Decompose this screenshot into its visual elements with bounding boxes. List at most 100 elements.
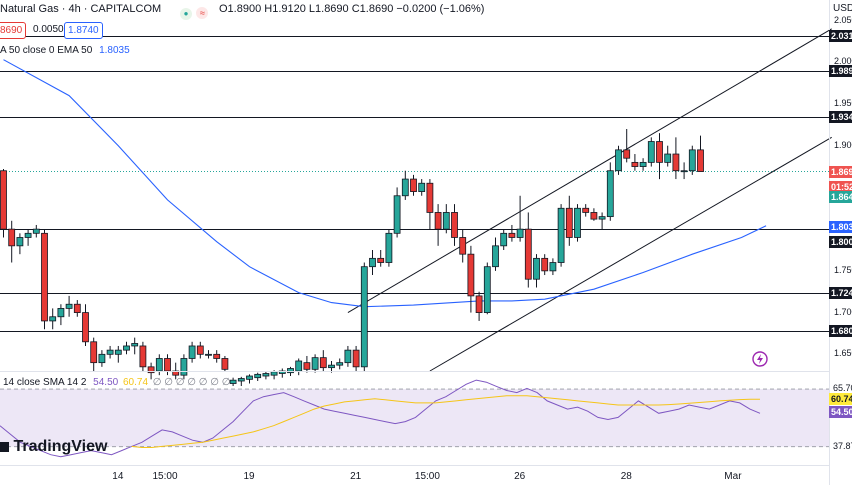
candle [557,204,565,267]
candle-body [688,149,696,172]
candle [221,355,229,371]
candle [336,358,344,370]
tradingview-logo[interactable]: TradingView [0,438,107,460]
candle-body [270,371,278,376]
ema-legend[interactable]: A 50 close 0 EMA 50 1.8035 [0,45,130,56]
lines-icon[interactable]: ≈ [196,7,209,19]
candle-body [98,353,106,364]
symbol-title[interactable]: Natural Gas · 4h · CAPITALCOM [0,3,162,15]
price-tick-label: 2.000 [834,56,852,67]
candle [434,204,442,246]
time-axis-label: 21 [350,471,362,482]
tradingview-logo-text: TradingView [13,438,108,455]
sell-price-button[interactable]: 8690 [0,22,27,39]
candle-body [672,153,680,172]
candle [213,350,221,363]
time-axis-label: 26 [514,471,526,482]
candle [639,158,647,171]
eye-icon[interactable]: ● [180,8,192,20]
candle-body [24,232,32,238]
rsi-tick-label: 65.70 [833,383,852,394]
candle [377,250,385,267]
candle [442,204,450,234]
candle-body [213,353,221,359]
price-tag[interactable]: 1.869 [829,165,852,178]
candle-body [393,195,401,234]
candle [237,376,245,387]
candle-body [369,257,376,268]
trend-channel-upper [347,28,832,314]
candle [41,229,48,330]
candle [615,145,622,175]
rsi-legend-value: 54.50 [93,377,119,388]
currency-label[interactable]: USD [833,3,852,14]
price-tag[interactable]: 1.864 [829,191,852,204]
candle [426,179,434,230]
candle-body [516,228,524,238]
rsi-legend[interactable]: 14 close SMA 14 2 54.50 60.74 ∅ ∅ ∅ ∅ ∅ … [3,377,230,388]
price-tag[interactable]: 1.934 [829,111,852,124]
rsi-tag[interactable]: 54.50 [829,406,852,419]
candle-body [533,257,540,280]
price-tick-label: 1.750 [834,264,852,275]
candle-body [410,178,417,192]
candle [410,174,417,196]
candle-body [418,182,426,192]
candle [90,337,98,371]
rsi-tag[interactable]: 60.74 [829,393,852,406]
candle-body [32,228,40,234]
candle-body [623,149,631,159]
candle [631,154,639,171]
candle [114,345,122,363]
rsi-legend-empty-values: ∅ ∅ ∅ ∅ ∅ ∅ ∅ [152,377,231,388]
candle-body [41,232,48,322]
candle [418,179,426,196]
ema-legend-label: A 50 close 0 EMA 50 [0,45,93,56]
candle [188,341,196,363]
price-tag[interactable]: 01:52 [829,180,852,193]
price-tag[interactable]: 1.680 [829,324,852,337]
candle-body [680,170,688,173]
candle-body [123,345,130,351]
candle [565,195,573,246]
candle [451,204,458,246]
candle-body [319,357,327,369]
candle [664,145,672,167]
candle [106,345,114,359]
price-tag[interactable]: 1.724 [829,286,852,299]
price-tick-label: 1.900 [834,139,852,150]
candle-body [229,379,237,384]
candle [155,354,163,376]
candle-body [0,170,7,230]
candle [623,129,631,163]
candle-body [492,245,499,268]
candle-body [139,345,147,368]
price-tag[interactable]: 2.031 [829,30,852,43]
candle-body [57,308,65,318]
candle-body [295,360,303,372]
candle-body [352,349,360,368]
candle-body [254,373,262,379]
candle-body [360,266,368,368]
candle-body [82,312,89,343]
candle-body [246,375,253,380]
rsi-tick-label: 37.87 [833,440,852,451]
ohlc-values: O1.8900 H1.9120 L1.8690 C1.8690 −0.0200 … [219,3,485,15]
price-tick-label: 1.950 [834,97,852,108]
candle-body [303,362,311,370]
candle [344,345,352,367]
flash-icon[interactable] [752,351,768,367]
candle-body [475,295,483,313]
candle [229,377,237,387]
candle-body [180,358,188,376]
candle [278,368,286,378]
price-tag[interactable]: 1.803 [829,220,852,233]
candle-body [451,212,458,238]
price-tag[interactable]: 1.800 [829,235,852,248]
candle-body [188,345,196,359]
buy-price-button[interactable]: 1.8740 [64,22,103,39]
tradingview-logo-icon [0,442,9,452]
candle [500,229,508,250]
price-tag[interactable]: 1.989 [829,65,852,78]
